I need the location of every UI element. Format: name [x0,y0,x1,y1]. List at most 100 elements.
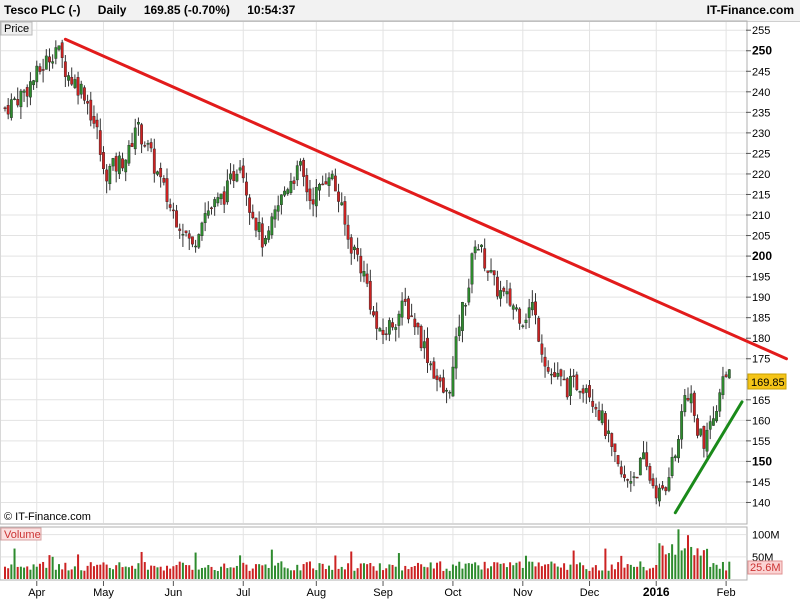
volume-bar [185,565,188,579]
volume-bar [197,569,200,579]
volume-bar [715,564,718,579]
volume-bar [588,570,591,579]
candle-body [3,107,7,109]
volume-bar [343,569,346,579]
price-tick-label: 160 [752,415,770,427]
volume-bar [102,562,105,579]
candle-body [540,343,544,355]
volume-bar [293,570,296,579]
candle-body [359,255,363,274]
candle-body [41,69,45,71]
candle-body [495,276,499,297]
volume-bar [54,569,57,579]
volume-bar [318,563,321,579]
volume-bar [58,564,61,579]
candle-body [283,190,286,196]
candle-body [403,298,407,302]
candle-body [407,298,410,320]
candle-body [149,142,153,149]
volume-panel-label: Volume [4,529,41,541]
volume-bar [299,570,302,579]
candle-body [159,167,163,178]
candle-body [696,418,699,436]
volume-bar [559,567,562,579]
volume-bar [569,564,572,579]
candle-body [619,466,623,475]
quote-label: 169.85 (-0.70%) [143,3,230,17]
volume-bar [226,568,229,579]
candle-body [54,47,58,59]
candle-body [203,213,207,224]
price-panel-label: Price [4,23,29,35]
candle-body [391,322,394,328]
candle-body [222,191,226,205]
volume-bar [200,567,203,579]
volume-bar [340,566,343,579]
candle-body [95,119,99,128]
candle-body [708,421,712,430]
candle-body [546,367,550,372]
volume-bar [429,562,432,579]
volume-bar [709,566,712,579]
candle-body [232,171,236,181]
candle-body [57,45,61,50]
candle-body [105,169,109,182]
candle-body [372,311,375,316]
volume-bar [242,562,245,579]
price-tick-label: 225 [752,148,770,160]
candle-body [534,301,537,316]
volume-bar [629,564,632,579]
candle-body [435,375,439,380]
candle-body [191,236,194,245]
volume-bar [308,561,311,579]
candle-body [16,99,20,106]
candle-body [51,61,55,64]
candle-body [346,224,350,240]
candle-body [508,288,512,306]
candle-body [699,428,703,436]
volume-bar [175,564,178,579]
candle-body [130,143,134,147]
period-label: Daily [97,3,127,17]
candle-body [448,391,452,394]
candle-body [86,101,89,104]
volume-bar [537,562,540,579]
volume-bar [356,568,359,579]
volume-bar [648,568,651,579]
last-volume-label: 25.6M [750,562,781,574]
candle-body [127,144,131,164]
price-tick-label: 210 [752,210,770,222]
candle-body [473,246,477,254]
candle-body [556,372,560,377]
volume-bar [289,570,292,579]
candle-body [337,191,340,202]
month-label: Jun [164,587,182,599]
volume-bar [432,568,435,579]
volume-bars [4,529,731,579]
volume-bar [369,562,372,579]
candle-body [79,83,83,95]
volume-bar [416,562,419,579]
volume-bar [728,561,731,579]
volume-bar [19,566,22,579]
candle-body [658,487,661,502]
candle-body [295,165,299,181]
volume-bar [254,564,257,579]
volume-bar [451,564,454,579]
volume-bar [347,563,350,579]
candle-body [165,178,169,202]
volume-bar [524,555,527,579]
candle-body [597,410,601,421]
volume-panel-tag [0,527,42,541]
volume-bar [578,562,581,579]
candle-body [613,443,617,452]
volume-bar [146,569,149,579]
trendline-resistance [63,37,788,361]
candle-body [553,372,556,378]
candle-body [279,194,283,205]
volume-bar [518,561,521,579]
volume-bar [166,565,169,579]
volume-bar [42,561,45,579]
candle-body [483,248,487,269]
